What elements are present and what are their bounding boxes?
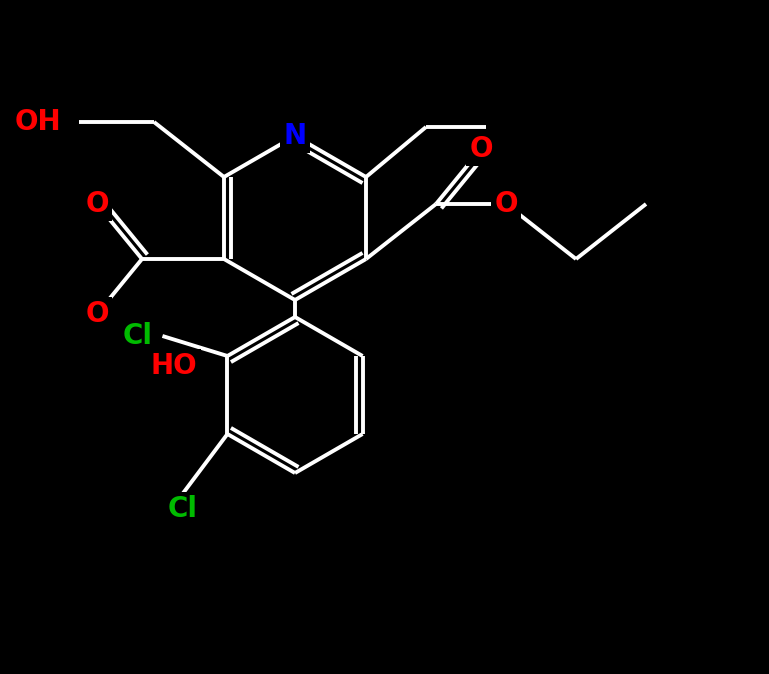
- Text: Cl: Cl: [122, 322, 152, 350]
- Text: O: O: [469, 135, 493, 163]
- Text: Cl: Cl: [168, 495, 198, 523]
- Text: N: N: [284, 122, 307, 150]
- Text: O: O: [494, 190, 518, 218]
- Text: OH: OH: [15, 108, 61, 136]
- Text: HO: HO: [151, 352, 198, 380]
- Text: O: O: [85, 300, 108, 328]
- Text: O: O: [85, 190, 108, 218]
